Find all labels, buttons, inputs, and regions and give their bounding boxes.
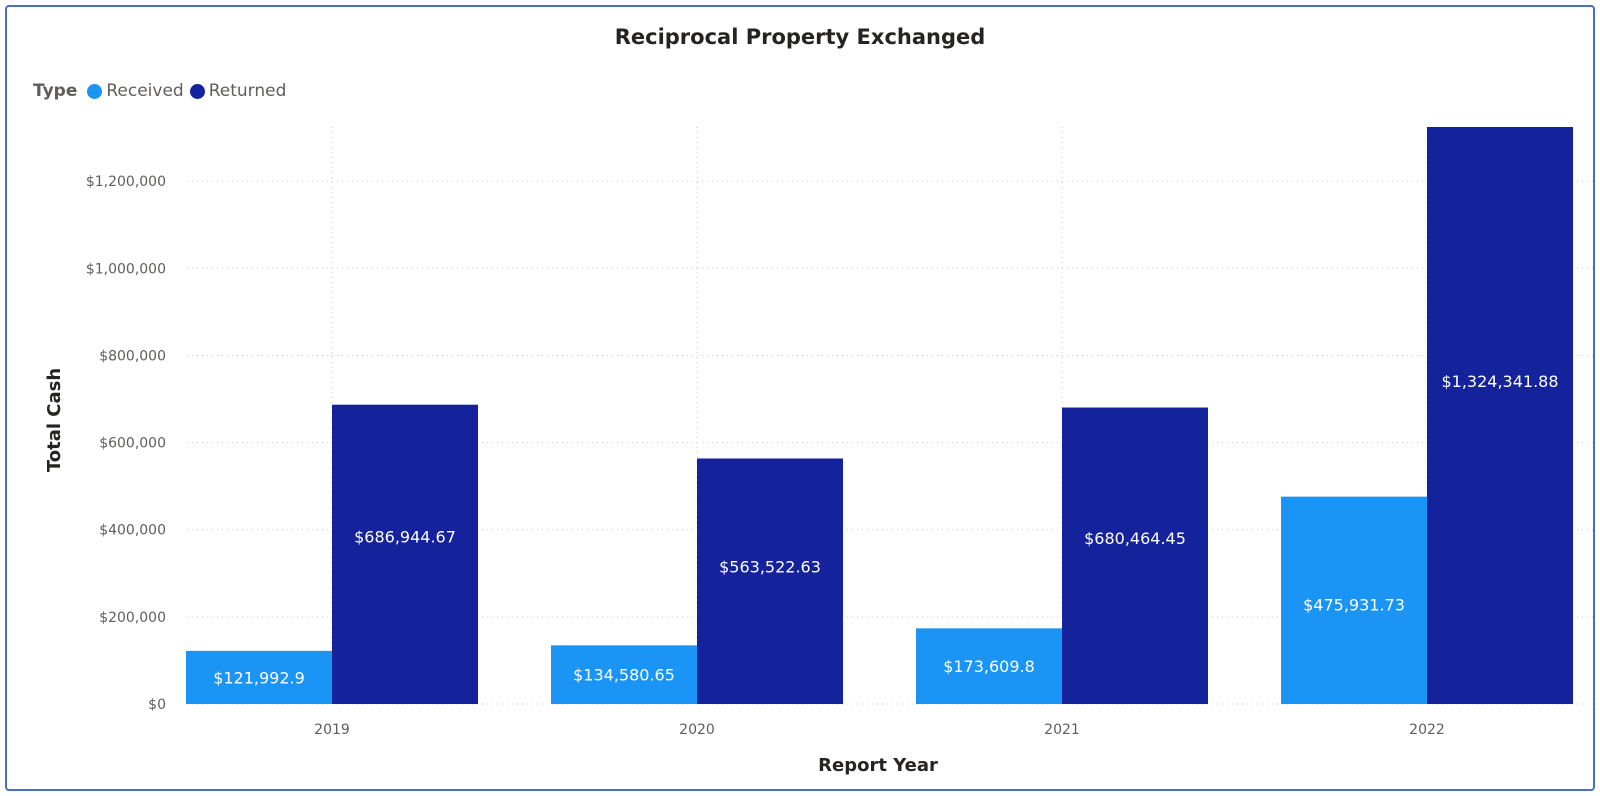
- y-tick-label: $1,000,000: [86, 261, 166, 277]
- legend-received-dot-icon: [87, 83, 103, 99]
- bar-received-2022: [1281, 496, 1427, 704]
- y-axis-title: Total Cash: [44, 368, 65, 472]
- bar-returned-2022: [1427, 127, 1573, 704]
- x-tick-label: 2020: [679, 722, 715, 738]
- legend-item-returned[interactable]: Returned: [189, 81, 287, 101]
- x-tick-label: 2021: [1044, 722, 1080, 738]
- bar-returned-2020: [697, 458, 843, 704]
- y-tick-label: $0: [148, 697, 166, 713]
- chart-title: Reciprocal Property Exchanged: [614, 25, 986, 49]
- plot-area: $121,992.9 $134,580.65 $173,609.8 $475,931.…: [44, 127, 1593, 776]
- y-tick-label: $400,000: [99, 523, 166, 539]
- bar-received-2020: [551, 645, 697, 704]
- data-label-received-2019: $121,992.9: [213, 668, 305, 687]
- legend-item-received[interactable]: Received: [87, 81, 184, 101]
- bar-returned-2021: [1062, 407, 1208, 704]
- data-label-returned-2021: $680,464.45: [1084, 529, 1186, 548]
- legend-returned-dot-icon: [189, 83, 205, 99]
- data-label-received-2021: $173,609.8: [943, 657, 1035, 676]
- y-tick-label: $200,000: [99, 610, 166, 626]
- x-tick-label: 2019: [314, 722, 350, 738]
- y-tick-label: $800,000: [99, 348, 166, 364]
- chart-frame: Reciprocal Property Exchanged Type Recei…: [5, 5, 1595, 791]
- data-label-received-2022: $475,931.73: [1303, 595, 1405, 614]
- bar-returned-2019: [332, 404, 478, 704]
- x-axis-title: Report Year: [818, 755, 938, 776]
- y-tick-label: $600,000: [99, 436, 166, 452]
- y-tick-label: $1,200,000: [86, 174, 166, 190]
- legend-returned-label: Returned: [208, 81, 287, 101]
- data-label-returned-2019: $686,944.67: [354, 527, 456, 546]
- legend-received-label: Received: [106, 81, 184, 101]
- bar-received-2019: [186, 650, 332, 704]
- data-label-returned-2022: $1,324,341.88: [1441, 372, 1558, 391]
- bar-received-2021: [916, 628, 1062, 704]
- data-label-received-2020: $134,580.65: [573, 666, 675, 685]
- legend: Type Received Returned: [33, 78, 292, 104]
- data-label-returned-2020: $563,522.63: [719, 558, 821, 577]
- x-tick-label: 2022: [1409, 722, 1445, 738]
- legend-title: Type: [33, 81, 78, 101]
